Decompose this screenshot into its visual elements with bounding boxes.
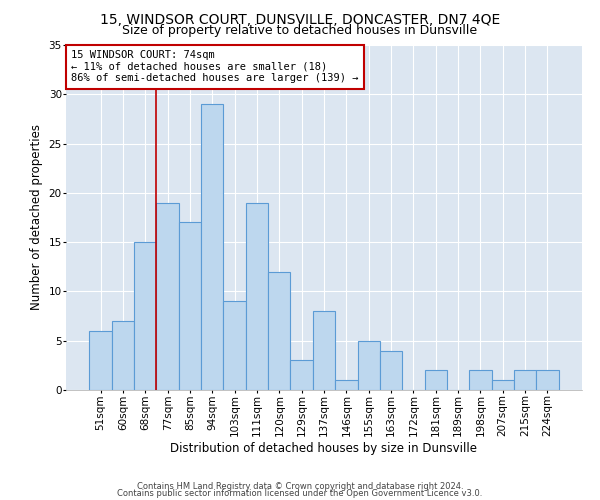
Text: Size of property relative to detached houses in Dunsville: Size of property relative to detached ho… — [122, 24, 478, 37]
Bar — [491, 380, 514, 390]
Bar — [536, 370, 559, 390]
Y-axis label: Number of detached properties: Number of detached properties — [30, 124, 43, 310]
Text: 15, WINDSOR COURT, DUNSVILLE, DONCASTER, DN7 4QE: 15, WINDSOR COURT, DUNSVILLE, DONCASTER,… — [100, 12, 500, 26]
Bar — [290, 360, 313, 390]
Bar — [223, 302, 246, 390]
Bar — [201, 104, 223, 390]
Bar — [514, 370, 536, 390]
Bar — [335, 380, 358, 390]
Text: Contains HM Land Registry data © Crown copyright and database right 2024.: Contains HM Land Registry data © Crown c… — [137, 482, 463, 491]
Text: Contains public sector information licensed under the Open Government Licence v3: Contains public sector information licen… — [118, 490, 482, 498]
Bar — [112, 321, 134, 390]
Bar — [469, 370, 491, 390]
Bar — [313, 311, 335, 390]
Bar — [179, 222, 201, 390]
Bar — [380, 350, 402, 390]
Bar — [358, 340, 380, 390]
Bar — [157, 202, 179, 390]
Bar — [425, 370, 447, 390]
Bar — [268, 272, 290, 390]
Bar — [89, 331, 112, 390]
Text: 15 WINDSOR COURT: 74sqm
← 11% of detached houses are smaller (18)
86% of semi-de: 15 WINDSOR COURT: 74sqm ← 11% of detache… — [71, 50, 359, 84]
X-axis label: Distribution of detached houses by size in Dunsville: Distribution of detached houses by size … — [170, 442, 478, 455]
Bar — [246, 202, 268, 390]
Bar — [134, 242, 157, 390]
